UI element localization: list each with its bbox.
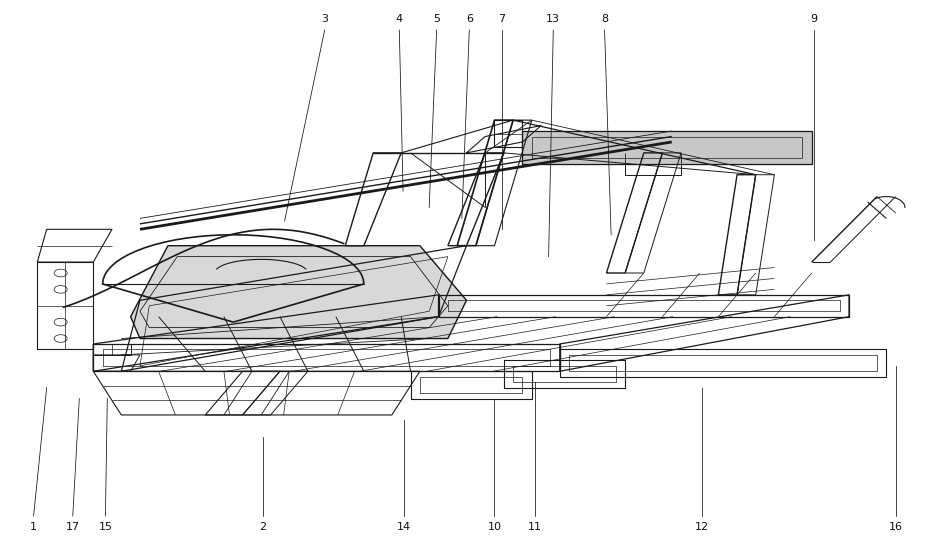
Text: 15: 15: [98, 522, 113, 532]
Text: 16: 16: [888, 522, 903, 532]
Text: 4: 4: [396, 14, 403, 24]
Polygon shape: [131, 246, 466, 339]
Text: 12: 12: [694, 522, 709, 532]
Text: 9: 9: [810, 14, 817, 24]
Text: 6: 6: [466, 14, 473, 24]
Polygon shape: [522, 131, 812, 164]
Text: 7: 7: [498, 14, 506, 24]
Text: 1: 1: [30, 522, 37, 532]
Text: 11: 11: [527, 522, 542, 532]
Text: 17: 17: [65, 522, 80, 532]
Text: 3: 3: [321, 14, 328, 24]
Text: 13: 13: [546, 14, 561, 24]
Text: 10: 10: [487, 522, 502, 532]
Text: 8: 8: [601, 14, 608, 24]
Text: 5: 5: [433, 14, 440, 24]
Text: 14: 14: [397, 522, 411, 532]
Text: 2: 2: [259, 522, 267, 532]
